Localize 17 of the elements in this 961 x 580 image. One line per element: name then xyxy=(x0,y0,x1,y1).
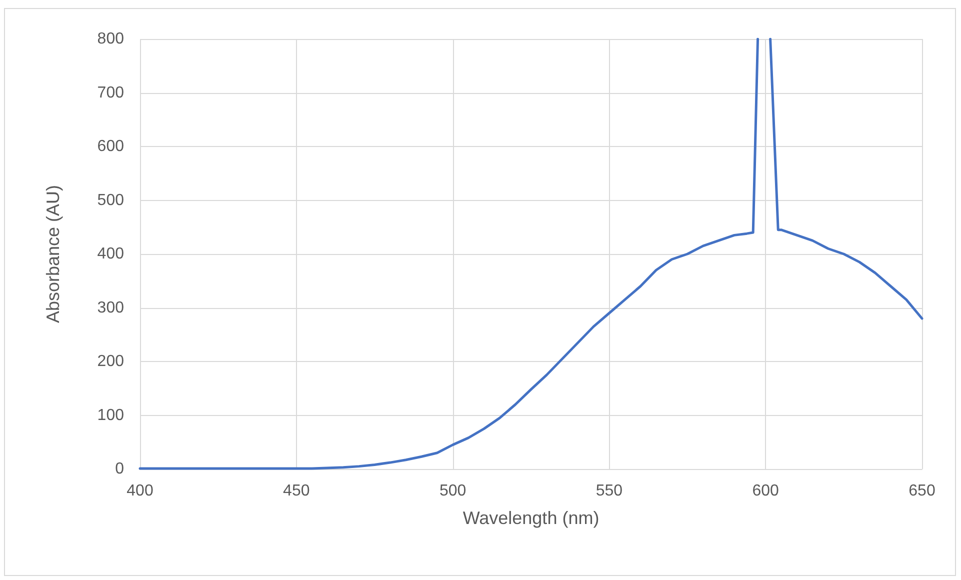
y-tick-label: 400 xyxy=(97,246,124,262)
x-tick-label: 400 xyxy=(126,482,154,500)
y-tick-label: 700 xyxy=(97,84,124,102)
y-tick-label: 600 xyxy=(97,138,124,155)
y-tick-label: 200 xyxy=(97,353,124,370)
x-axis-title: Wavelength (nm) xyxy=(462,508,600,528)
y-axis-title: Absorbance (AU) xyxy=(43,184,63,324)
y-tick-label: 100 xyxy=(97,406,124,424)
y-tick-label: 500 xyxy=(97,192,124,209)
y-tick-label: 0 xyxy=(115,460,124,478)
y-tick-label: 800 xyxy=(97,30,124,48)
y-tick-label: 300 xyxy=(97,299,124,316)
x-tick-label: 600 xyxy=(752,482,780,500)
x-tick-label: 450 xyxy=(283,482,310,500)
x-tick-label: 550 xyxy=(596,482,623,500)
x-tick-label: 500 xyxy=(439,482,466,500)
x-tick-label: 650 xyxy=(908,482,936,500)
